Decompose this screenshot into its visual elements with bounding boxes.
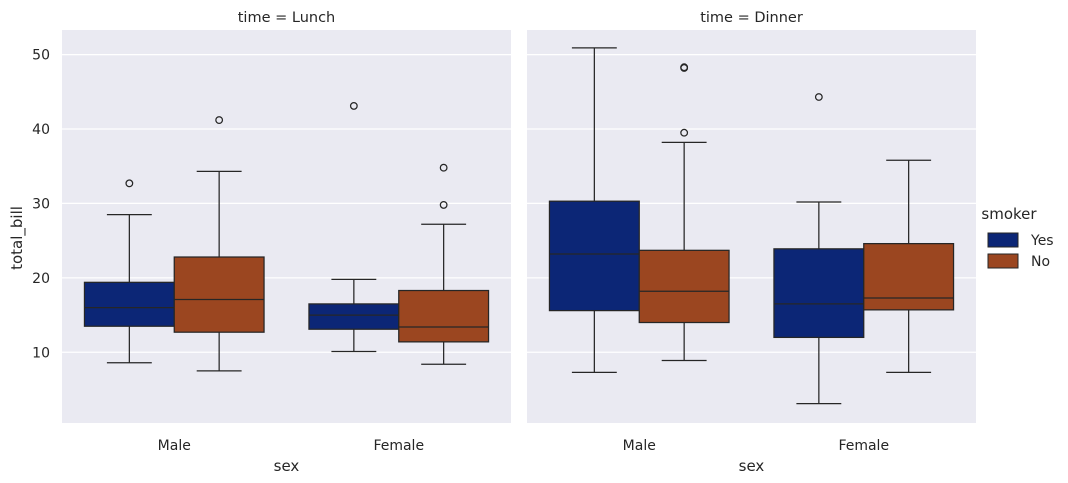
box-iqr: [773, 248, 865, 339]
x-tick-label-female: Female: [373, 438, 424, 454]
outlier-point-0: [215, 116, 224, 124]
x-axis-label: sex: [274, 457, 300, 475]
legend: smoker Yes No: [981, 205, 1053, 270]
y-axis-label: total_bill: [8, 206, 27, 270]
outlier-point-0: [349, 101, 358, 110]
outlier-point-0: [125, 179, 134, 188]
box-iqr: [173, 256, 265, 333]
box-male-no: [638, 63, 730, 362]
box-female-no: [398, 163, 490, 365]
box-iqr: [863, 242, 955, 311]
box-female-yes: [773, 93, 865, 405]
x-tick-label-male: Male: [623, 438, 656, 454]
legend-swatch-yes: [987, 232, 1019, 248]
legend-swatch-no: [987, 253, 1019, 269]
box-female-yes: [308, 101, 400, 353]
box-iqr: [638, 249, 730, 324]
legend-title: smoker: [981, 205, 1037, 223]
y-tick-label-20: 20: [32, 271, 50, 287]
panel-title: time = Dinner: [700, 10, 803, 26]
y-tick-label-40: 40: [32, 122, 50, 138]
box-male-yes: [548, 47, 640, 374]
x-axis-label: sex: [739, 457, 765, 475]
panel-time-dinner: time = Dinner Male Female sex: [527, 10, 976, 475]
box-iqr: [398, 289, 490, 343]
y-tick-label-50: 50: [32, 48, 50, 64]
outlier-point-2: [680, 63, 689, 72]
x-tick-label-male: Male: [158, 438, 191, 454]
legend-label-yes: Yes: [1030, 233, 1054, 249]
outlier-point-0: [814, 93, 823, 101]
y-tick-label-30: 30: [32, 196, 50, 212]
legend-label-no: No: [1031, 254, 1050, 270]
box-male-no: [173, 116, 265, 372]
outlier-point-1: [439, 163, 448, 172]
box-male-yes: [83, 179, 175, 364]
box-iqr: [83, 281, 175, 327]
box-female-no: [863, 159, 955, 374]
panel-title: time = Lunch: [238, 10, 336, 26]
box-iqr: [548, 200, 640, 312]
panel-time-lunch: 10 20 30 40 50 time = Lunch Male Female sex: [32, 10, 511, 475]
y-tick-label-10: 10: [32, 345, 50, 361]
outlier-point-0: [680, 128, 689, 137]
outlier-point-0: [439, 200, 448, 209]
box-iqr: [308, 303, 400, 330]
panel-background: [62, 30, 511, 423]
x-tick-label-female: Female: [838, 438, 889, 454]
